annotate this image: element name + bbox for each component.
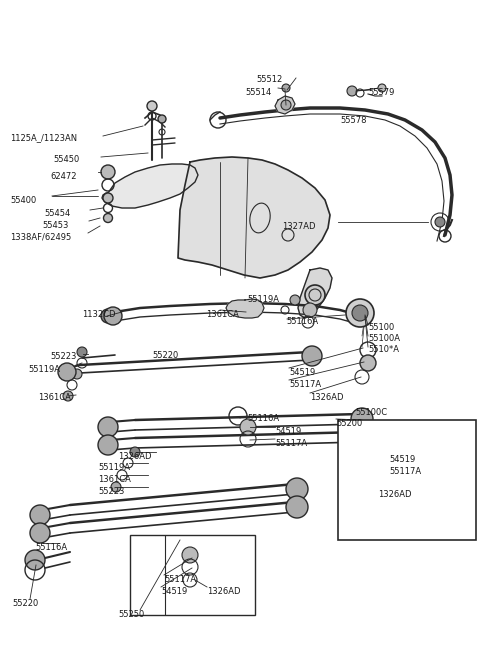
Text: 1327AD: 1327AD	[282, 222, 315, 231]
Text: 55450: 55450	[53, 155, 79, 164]
Text: 55220: 55220	[152, 351, 178, 360]
Text: 55117A: 55117A	[389, 467, 421, 476]
Polygon shape	[178, 157, 330, 278]
Text: 55453: 55453	[42, 221, 68, 230]
Circle shape	[286, 496, 308, 518]
Circle shape	[361, 431, 375, 445]
Circle shape	[350, 482, 366, 498]
Text: 1361CA: 1361CA	[98, 475, 131, 484]
Circle shape	[147, 101, 157, 111]
Circle shape	[302, 346, 322, 366]
Circle shape	[98, 417, 118, 437]
Text: 54519: 54519	[389, 455, 415, 464]
Text: 55454: 55454	[44, 209, 70, 218]
Text: 55100: 55100	[368, 323, 394, 332]
Text: 1326AD: 1326AD	[310, 393, 344, 402]
Text: 1326AD: 1326AD	[378, 490, 411, 499]
Text: 54519: 54519	[161, 587, 187, 596]
Circle shape	[290, 295, 300, 305]
Text: 55117A: 55117A	[164, 575, 196, 584]
Text: 55116A: 55116A	[35, 543, 67, 552]
Text: 55578: 55578	[340, 116, 367, 125]
Circle shape	[347, 86, 357, 96]
Circle shape	[435, 217, 445, 227]
Circle shape	[346, 299, 374, 327]
Text: 1125A_/1123AN: 1125A_/1123AN	[10, 133, 77, 142]
Circle shape	[378, 84, 386, 92]
Circle shape	[25, 550, 45, 570]
Text: 55100A: 55100A	[368, 334, 400, 343]
Text: 1326AD: 1326AD	[207, 587, 240, 596]
Text: 1361CA: 1361CA	[206, 310, 239, 319]
Circle shape	[58, 363, 76, 381]
Text: 55116A: 55116A	[286, 317, 318, 326]
Circle shape	[104, 214, 112, 223]
Circle shape	[101, 165, 115, 179]
Circle shape	[282, 84, 290, 92]
Bar	[338, 420, 476, 540]
Circle shape	[351, 408, 373, 430]
Polygon shape	[102, 164, 198, 208]
Polygon shape	[298, 268, 332, 318]
Polygon shape	[226, 299, 264, 318]
Text: 1338AF/62495: 1338AF/62495	[10, 233, 71, 242]
Circle shape	[103, 193, 113, 203]
Circle shape	[351, 426, 373, 448]
Polygon shape	[275, 96, 295, 114]
Circle shape	[360, 355, 376, 371]
Circle shape	[101, 309, 115, 323]
Text: 55400: 55400	[10, 196, 36, 205]
Text: 55512: 55512	[256, 75, 282, 84]
Circle shape	[63, 391, 73, 401]
Text: 1326AD: 1326AD	[118, 452, 152, 461]
Bar	[130, 535, 255, 615]
Circle shape	[281, 100, 291, 110]
Circle shape	[30, 523, 50, 543]
Circle shape	[104, 307, 122, 325]
Text: 55119A: 55119A	[28, 365, 60, 374]
Text: 55119A: 55119A	[247, 295, 279, 304]
Text: 55117A: 55117A	[289, 380, 321, 389]
Circle shape	[360, 460, 376, 476]
Circle shape	[72, 369, 82, 379]
Text: 5510*A: 5510*A	[368, 345, 399, 354]
Text: 62472: 62472	[50, 172, 76, 181]
Circle shape	[305, 285, 325, 305]
Text: 55116A: 55116A	[247, 414, 279, 423]
Circle shape	[286, 478, 308, 500]
Circle shape	[353, 485, 363, 495]
Text: 55514: 55514	[245, 88, 271, 97]
Text: 55220: 55220	[12, 599, 38, 608]
Circle shape	[158, 115, 166, 123]
Circle shape	[240, 419, 256, 435]
Circle shape	[111, 482, 121, 492]
Text: 55119A: 55119A	[98, 463, 130, 472]
Circle shape	[130, 447, 140, 457]
Circle shape	[30, 505, 50, 525]
Text: 55223: 55223	[98, 487, 124, 496]
Circle shape	[352, 305, 368, 321]
Text: 1132CD: 1132CD	[82, 310, 116, 319]
Text: 55223: 55223	[50, 352, 76, 361]
Circle shape	[182, 547, 198, 563]
Text: 55117A: 55117A	[275, 439, 307, 448]
Text: 55250: 55250	[118, 610, 144, 619]
Circle shape	[77, 347, 87, 357]
Text: 1361CA: 1361CA	[38, 393, 71, 402]
Circle shape	[303, 303, 317, 317]
Text: 55579: 55579	[368, 88, 395, 97]
Circle shape	[98, 435, 118, 455]
Text: 55100C: 55100C	[355, 408, 387, 417]
Text: 54519: 54519	[289, 368, 315, 377]
Text: 55200: 55200	[336, 419, 362, 428]
Text: 54519: 54519	[275, 427, 301, 436]
